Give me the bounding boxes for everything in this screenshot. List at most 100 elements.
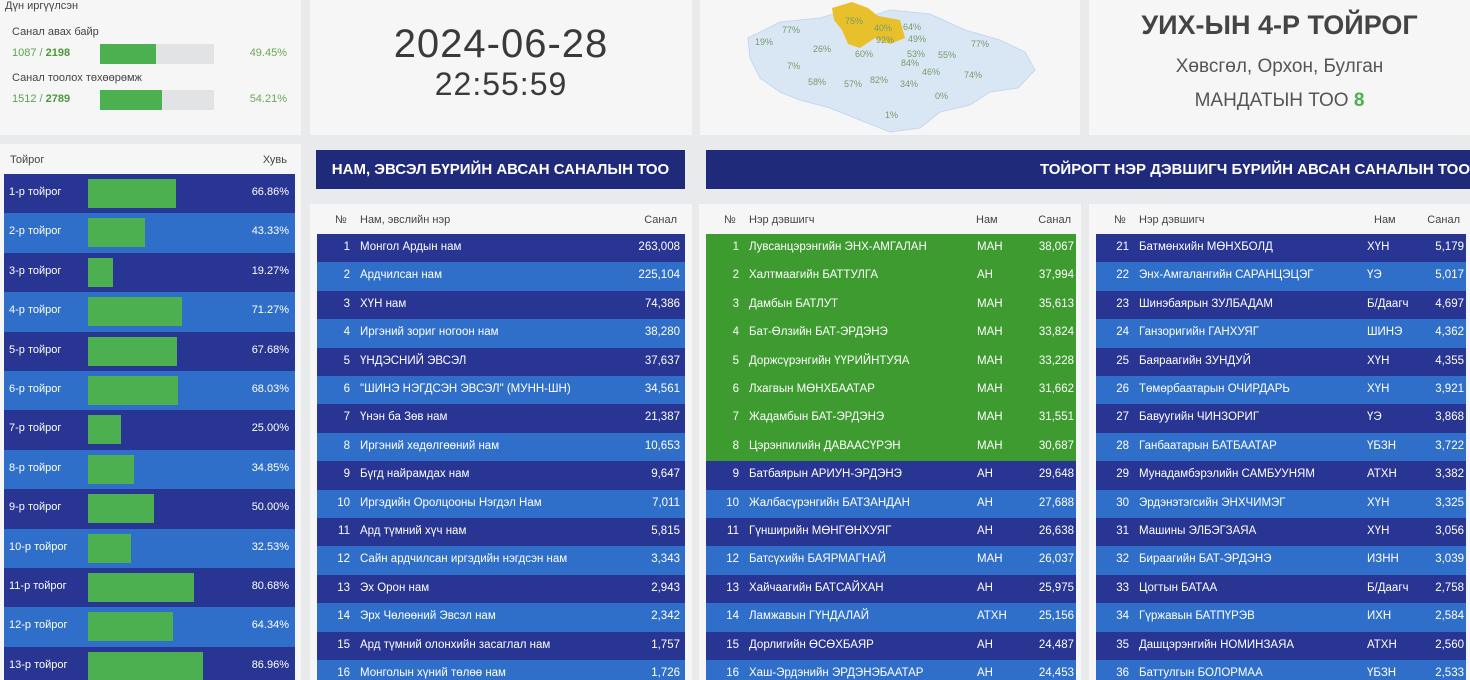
table-row[interactable]: 5 ҮНДЭСНИЙ ЭВСЭЛ 37,637 [317,347,685,376]
district-row[interactable]: 10-р тойрог 32.53% [4,528,295,568]
col-no: № [1114,214,1126,226]
district-row[interactable]: 1-р тойрог 66.86% [4,174,295,214]
table-row[interactable]: 11 Гүнширийн МӨНГӨНХУЯГ АН 26,638 [706,518,1076,547]
table-row[interactable]: 28 Ганбаатарын БАТБААТАР ҮБЗН 3,722 [1096,432,1466,462]
table-row[interactable]: 14 Эрх Чөлөөний Эвсэл нам 2,342 [317,603,685,632]
table-row[interactable]: 4 Бат-Өлзийн БАТ-ЭРДЭНЭ МАН 33,824 [706,319,1076,348]
table-row[interactable]: 32 Бираагийн БАТ-ЭРДЭНЭ ИЗНН 3,039 [1096,546,1466,575]
vote-count: 37,994 [1038,269,1074,282]
district-row[interactable]: 13-р тойрог 86.96% [4,646,295,680]
table-row[interactable]: 14 Ламжавын ГҮНДАЛАЙ АТХН 25,156 [706,603,1076,632]
table-row[interactable]: 6 Лхагвын МӨНХБААТАР МАН 31,662 [706,376,1076,405]
table-row[interactable]: 16 Монголын хүний төлөө нам 1,726 [317,660,685,680]
table-row[interactable]: 34 Гүржавын БАТПҮРЭВ ИХН 2,584 [1096,603,1466,632]
district-row[interactable]: 6-р тойрог 68.03% [4,371,295,411]
table-row[interactable]: 23 Шинэбаярын ЗУЛБАДАМ Б/Даагч 4,697 [1096,290,1466,320]
table-row[interactable]: 35 Дашцэрэнгийн НОМИНЗАЯА АТХН 2,560 [1096,631,1466,660]
district-progress-fill [88,179,177,208]
table-row[interactable]: 1 Лувсанцэрэнгийн ЭНХ-АМГАЛАН МАН 38,067 [706,234,1076,263]
table-row[interactable]: 33 Цогтын БАТАА Б/Даагч 2,758 [1096,574,1466,604]
candidate-party: ҮБЗН [1367,667,1397,679]
panel-header: Дүн иргүүлсэн [5,0,79,12]
district-progress-bar [88,651,220,680]
table-row[interactable]: 22 Энх-Амгалангийн САРАНЦЭЦЭГ ҮЭ 5,017 [1096,262,1466,291]
map-label: 77% [782,25,800,35]
vote-count: 34,561 [644,383,680,395]
vote-count: 33,824 [1038,326,1074,339]
district-name: 6-р тойрог [9,383,62,395]
district-row[interactable]: 8-р тойрог 34.85% [4,449,295,490]
row-number: 9 [732,468,739,481]
row-number: 21 [1116,241,1129,253]
row-number: 30 [1116,496,1129,509]
mongolia-map-panel: 77% 75% 40% 64% 19% 26% 92% 49% 77% 60% … [700,0,1080,135]
table-row[interactable]: 31 Машины ЭЛБЭГЗАЯА ХҮН 3,056 [1096,518,1466,547]
table-row[interactable]: 2 Халтмаагийн БАТТУЛГА АН 37,994 [706,262,1076,291]
table-header: № Нэр дэвшигч Нам Санал [699,212,1081,230]
district-row[interactable]: 5-р тойрог 67.68% [4,331,295,371]
table-row[interactable]: 3 Дамбын БАТЛУТ МАН 35,613 [706,290,1076,320]
table-row[interactable]: 7 Үнэн ба Зөв нам 21,387 [317,404,685,433]
table-row[interactable]: 13 Эх Орон нам 2,943 [317,574,685,604]
row-number: 25 [1116,354,1129,367]
table-row[interactable]: 6 "ШИНЭ НЭГДСЭН ЭВСЭЛ" (МУНН-ШН) 34,561 [317,376,685,405]
vote-count: 2,943 [651,581,680,594]
table-row[interactable]: 16 Хаш-Эрдэнийн ЭРДЭНЭБААТАР АН 24,453 [706,660,1076,680]
map-label: 1% [885,110,898,120]
table-row[interactable]: 11 Ард түмний хүч нам 5,815 [317,518,685,547]
table-row[interactable]: 24 Ганзоригийн ГАНХУЯГ ШИНЭ 4,362 [1096,319,1466,348]
vote-count: 3,343 [651,553,680,566]
table-row[interactable]: 36 Баттулгын БОЛОРМАА ҮБЗН 2,533 [1096,660,1466,680]
vote-count: 3,868 [1435,411,1464,424]
table-row[interactable]: 2 Ардчилсан нам 225,104 [317,262,685,291]
district-row[interactable]: 11-р тойрог 80.68% [4,568,295,608]
district-provinces: Хөвсгөл, Орхон, Булган [1175,56,1384,77]
table-row[interactable]: 26 Төмөрбаатарын ОЧИРДАРЬ ХҮН 3,921 [1096,376,1466,405]
table-row[interactable]: 8 Цэрэнпилийн ДАВААСҮРЭН МАН 30,687 [706,432,1076,462]
district-percent: 25.00% [251,422,289,435]
district-row[interactable]: 3-р тойрог 19.27% [4,252,295,293]
row-number: 27 [1116,411,1129,424]
district-row[interactable]: 7-р тойрог 25.00% [4,410,295,450]
table-row[interactable]: 25 Баяраагийн ЗУНДУЙ ХҮН 4,355 [1096,347,1466,376]
table-row[interactable]: 12 Батсүхийн БАЯРМАГНАЙ МАН 26,037 [706,546,1076,575]
district-row[interactable]: 12-р тойрог 64.34% [4,607,295,647]
table-row[interactable]: 8 Иргэний хөдөлгөөний нам 10,653 [317,432,685,462]
vote-count: 9,647 [651,468,680,481]
candidate-name: Батбаярын АРИУН-ЭРДЭНЭ [749,468,902,481]
district-title: УИХ-ЫН 4-Р ТОЙРОГ [1141,10,1418,40]
table-row[interactable]: 5 Доржсүрэнгийн ҮҮРИЙНТУЯА МАН 33,228 [706,347,1076,376]
table-row[interactable]: 9 Бүгд найрамдах нам 9,647 [317,461,685,490]
table-row[interactable]: 4 Иргэний зориг ногоон нам 38,280 [317,319,685,348]
table-row[interactable]: 15 Ард түмний олонхийн засаглал нам 1,757 [317,631,685,660]
table-row[interactable]: 10 Иргэдийн Оролцооны Нэгдэл Нам 7,011 [317,489,685,518]
table-row[interactable]: 9 Батбаярын АРИУН-ЭРДЭНЭ АН 29,648 [706,461,1076,490]
table-row[interactable]: 3 ХҮН нам 74,386 [317,290,685,320]
district-percent: 68.03% [251,383,289,395]
district-row[interactable]: 2-р тойрог 43.33% [4,213,295,253]
table-row[interactable]: 13 Хайчаагийн БАТСАЙХАН АН 25,975 [706,574,1076,604]
table-row[interactable]: 1 Монгол Ардын нам 263,008 [317,234,685,263]
candidate-name: Жадамбын БАТ-ЭРДЭНЭ [749,411,885,424]
candidate-party: МАН [977,439,1003,452]
table-row[interactable]: 21 Батмөнхийн МӨНХБОЛД ХҮН 5,179 [1096,234,1466,263]
table-row[interactable]: 15 Дорлигийн ӨСӨХБАЯР АН 24,487 [706,631,1076,660]
row-number: 36 [1116,667,1129,679]
table-row[interactable]: 12 Сайн ардчилсан иргэдийн нэгдсэн нам 3,3… [317,546,685,575]
table-row[interactable]: 27 Бавуугийн ЧИНЗОРИГ ҮЭ 3,868 [1096,404,1466,433]
table-row[interactable]: 30 Эрдэнэтэгсийн ЭНХЧИМЭГ ХҮН 3,325 [1096,489,1466,518]
district-row[interactable]: 4-р тойрог 71.27% [4,292,295,332]
district-progress-bar [88,376,220,405]
map-label: 49% [908,34,926,44]
district-row[interactable]: 9-р тойрог 50.00% [4,489,295,529]
vote-count: 35,613 [1038,297,1074,310]
vote-count: 27,688 [1038,496,1074,509]
table-row[interactable]: 7 Жадамбын БАТ-ЭРДЭНЭ МАН 31,551 [706,404,1076,433]
candidate-name: Ганзоригийн ГАНХУЯГ [1139,326,1259,339]
table-row[interactable]: 29 Мунадамбэрэлийн САМБУУНЯМ АТХН 3,382 [1096,461,1466,490]
district-name: 1-р тойрог [9,186,62,198]
row-number: 24 [1116,326,1129,339]
vote-count: 2,584 [1435,610,1464,623]
district-name: 13-р тойрог [9,658,68,671]
table-row[interactable]: 10 Жалбасүрэнгийн БАТЗАНДАН АН 27,688 [706,489,1076,518]
